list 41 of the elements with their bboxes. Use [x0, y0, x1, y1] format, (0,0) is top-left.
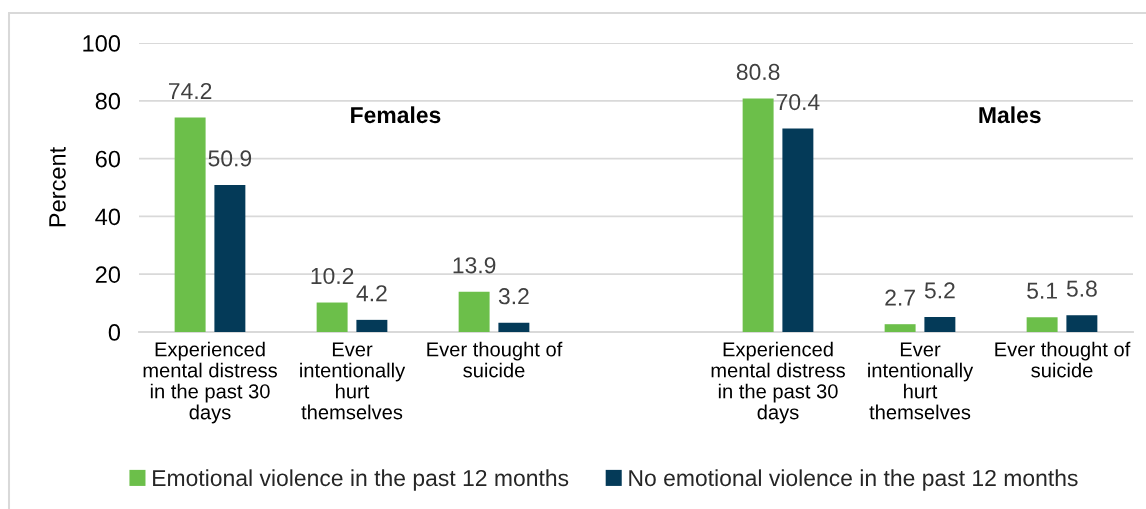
x-tick-label: Ever thought of suicide — [995, 341, 1131, 378]
data-label: 5.1 — [1027, 282, 1057, 299]
y-tick-label: 40 — [95, 208, 121, 226]
data-label: 70.4 — [776, 93, 820, 111]
y-tick-label: 20 — [95, 266, 121, 283]
data-label: 50.9 — [208, 150, 252, 167]
bar — [924, 316, 956, 332]
bar — [884, 324, 916, 332]
data-label: 74.2 — [169, 82, 212, 99]
bar — [356, 319, 388, 332]
y-tick-label: 80 — [95, 92, 121, 110]
y-tick-label: 60 — [95, 150, 121, 168]
data-label: 5.8 — [1066, 280, 1097, 297]
x-tick-label: Ever thought of suicide — [427, 341, 563, 378]
data-label: 3.2 — [498, 288, 529, 305]
y-axis-title: Percent — [49, 146, 66, 227]
bar — [174, 117, 206, 332]
x-tick-label: Ever intentionally hurt themselves — [300, 342, 406, 420]
annotation: Males — [979, 106, 1041, 124]
annotation: Females — [351, 106, 441, 124]
bar — [1026, 317, 1058, 332]
bar — [316, 302, 348, 332]
bar — [498, 322, 530, 332]
bar — [782, 128, 814, 332]
bar — [214, 184, 246, 332]
data-label: 13.9 — [453, 257, 496, 274]
data-label: 4.2 — [356, 285, 387, 302]
bar — [742, 98, 774, 332]
data-label: 10.2 — [311, 267, 354, 285]
y-tick-label: 0 — [108, 324, 121, 341]
bar — [458, 291, 490, 332]
bar — [1066, 315, 1098, 332]
data-label: 80.8 — [736, 63, 780, 81]
y-tick-label: 100 — [83, 35, 121, 52]
x-tick-label: Experienced mental distress in the past 30 days — [143, 341, 277, 424]
legend-label: Emotional violence in the past 12 months — [153, 469, 569, 491]
x-tick-label: Ever intentionally hurt themselves — [868, 342, 974, 420]
legend-label: No emotional violence in the past 12 months — [629, 469, 1078, 491]
x-tick-label: Experienced mental distress in the past 30 days — [711, 341, 845, 424]
data-label: 2.7 — [885, 289, 915, 306]
data-label: 5.2 — [924, 282, 955, 299]
